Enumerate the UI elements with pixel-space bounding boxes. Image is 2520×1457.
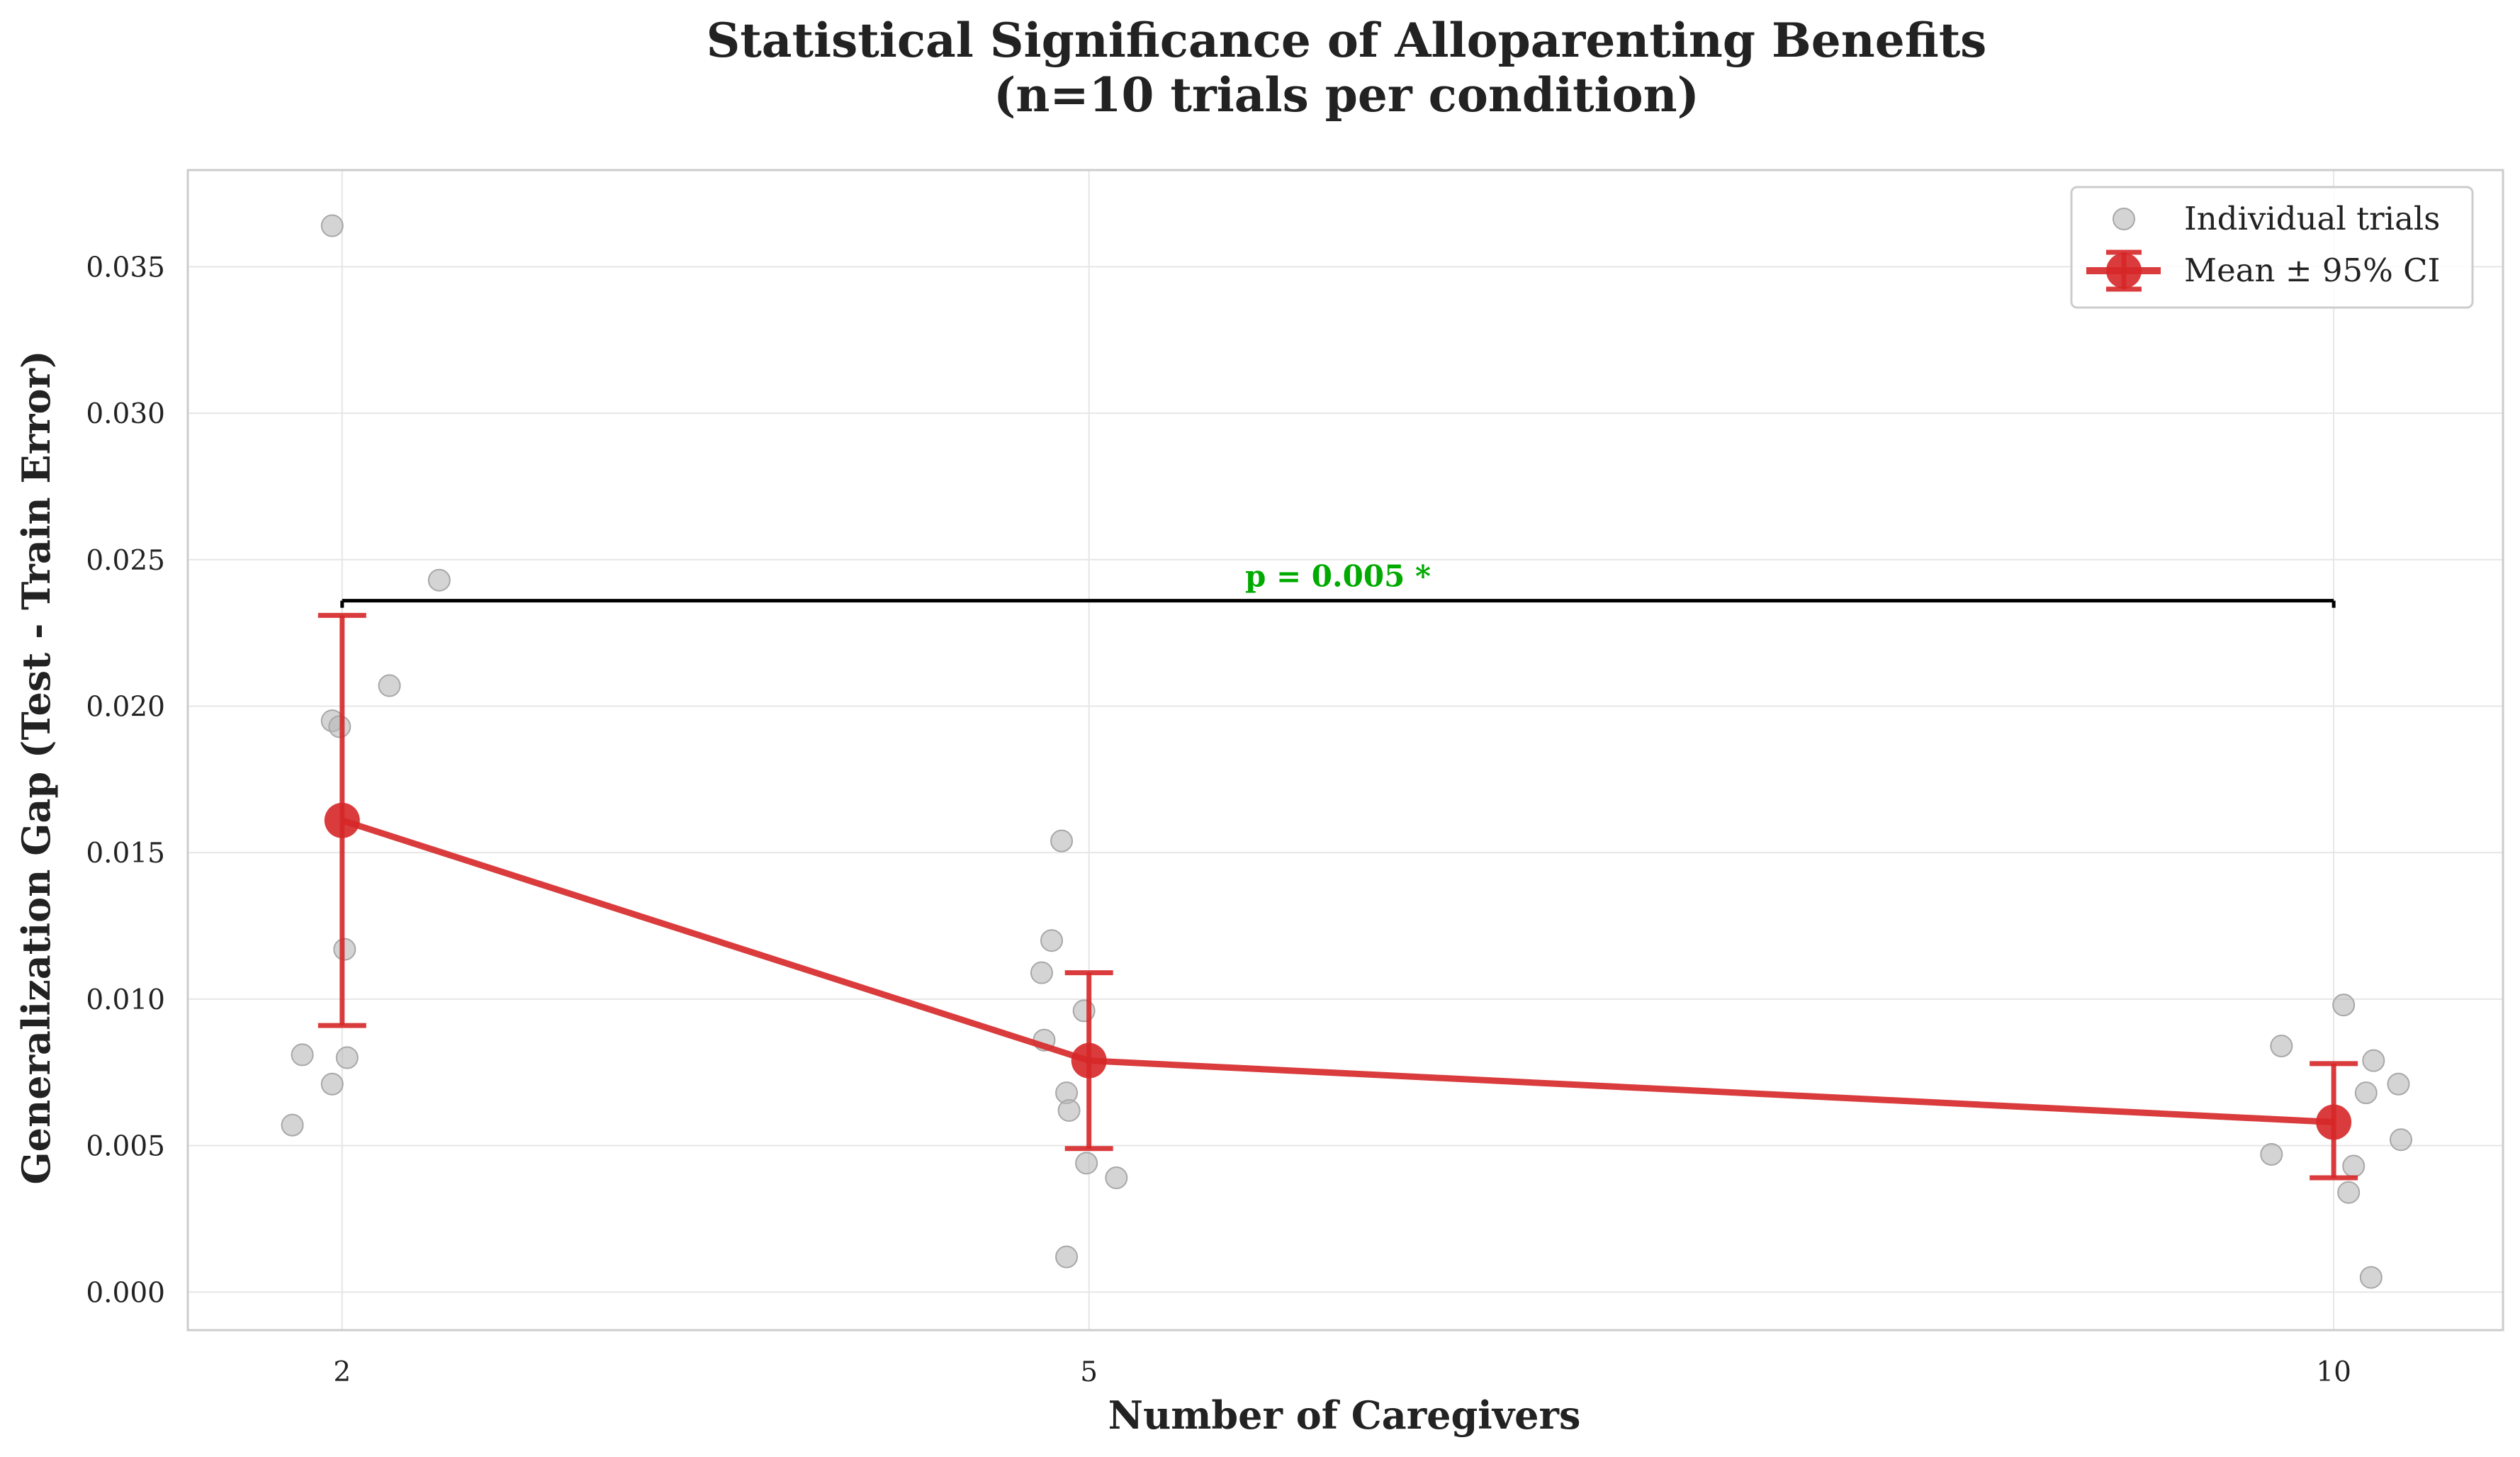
y-tick-label-0.020: 0.020 (86, 691, 165, 723)
significance-annotation: p = 0.005 * (340, 559, 2336, 608)
legend: Individual trials Mean ± 95% CI (2070, 186, 2474, 309)
ci-errorbar-2 (317, 612, 366, 1028)
trial-point-17 (1055, 1245, 1079, 1268)
trial-point-22 (2270, 1035, 2293, 1058)
y-tick-label-0.025: 0.025 (86, 545, 165, 577)
mean-ci-series (317, 612, 2358, 1181)
trial-point-26 (2354, 1081, 2378, 1105)
y-axis-ticks: 0.000 0.005 0.010 0.015 0.020 0.025 0.030 0.035 (86, 252, 165, 1309)
trial-point-5 (320, 1072, 344, 1096)
y-tick-label-0.005: 0.005 (86, 1131, 165, 1163)
y-tick-label-0.000: 0.000 (86, 1277, 165, 1309)
significance-label: p = 0.005 * (1245, 559, 1431, 594)
trial-point-21 (2260, 1142, 2283, 1166)
trial-point-28 (2362, 1049, 2385, 1072)
chart-title-line-1: Statistical Significance of Alloparentin… (707, 13, 1987, 68)
mean-point-10 (2316, 1104, 2352, 1140)
trial-point-10 (427, 568, 451, 592)
trial-point-29 (2387, 1072, 2410, 1096)
trial-point-18 (1075, 1152, 1098, 1175)
x-tick-label-10: 10 (2316, 1356, 2351, 1388)
trial-point-1 (281, 1113, 304, 1137)
y-tick-label-0.030: 0.030 (86, 398, 165, 430)
mean-line (341, 817, 2334, 1125)
trial-point-2 (291, 1043, 314, 1067)
y-tick-label-0.015: 0.015 (86, 838, 165, 870)
trial-point-3 (320, 214, 344, 237)
trial-point-11 (1030, 961, 1053, 984)
grid-lines (188, 170, 2503, 1330)
ci-errorbar-10 (2310, 1061, 2358, 1181)
legend-marker-mean-ci (2086, 249, 2161, 292)
legend-marker-individual-trials (2113, 208, 2135, 230)
legend-label-mean-ci: Mean ± 95% CI (2184, 252, 2440, 289)
trial-point-8 (335, 1046, 359, 1069)
trial-point-27 (2359, 1266, 2383, 1289)
x-tick-label-5: 5 (1080, 1356, 1098, 1388)
y-tick-label-0.035: 0.035 (86, 252, 165, 283)
ci-errorbar-5 (1064, 970, 1113, 1152)
mean-point-2 (324, 802, 360, 838)
trial-point-30 (2389, 1128, 2412, 1152)
y-tick-label-0.010: 0.010 (86, 984, 165, 1016)
trial-point-9 (378, 674, 401, 697)
trial-point-6 (328, 715, 351, 738)
individual-trials-points (281, 214, 2412, 1289)
trial-point-25 (2342, 1154, 2366, 1178)
trial-point-14 (1050, 829, 1074, 853)
chart-title-line-2: (n=10 trials per condition) (994, 67, 1699, 123)
x-axis-ticks: 2 5 10 (333, 1356, 2351, 1388)
trial-point-13 (1040, 929, 1063, 952)
trial-point-7 (333, 938, 356, 961)
x-tick-label-2: 2 (333, 1356, 351, 1388)
mean-point-5 (1071, 1042, 1107, 1079)
trial-point-20 (1105, 1166, 1128, 1190)
y-axis-label: Generalization Gap (Test - Train Error) (13, 350, 59, 1184)
plot-area-frame (186, 169, 2504, 1332)
trial-point-23 (2332, 994, 2356, 1017)
trial-point-16 (1057, 1098, 1081, 1122)
legend-box (2070, 186, 2474, 309)
trial-point-24 (2337, 1181, 2361, 1204)
legend-label-individual-trials: Individual trials (2184, 200, 2440, 237)
x-axis-label: Number of Caregivers (1108, 1393, 1581, 1438)
